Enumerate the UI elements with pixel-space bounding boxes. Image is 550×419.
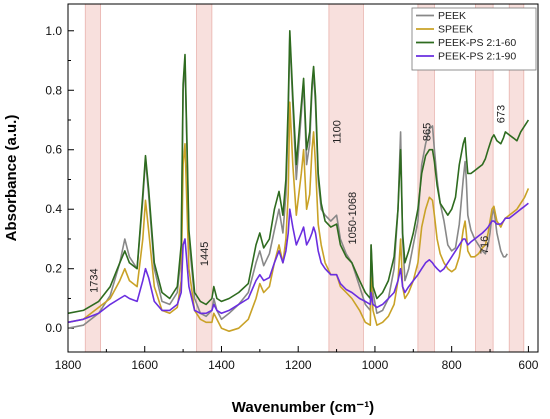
- legend-label: PEEK-PS 2:1-60: [438, 37, 516, 49]
- series-line-peek-ps-2-1-90: [67, 202, 529, 324]
- peak-annotations: 1734 1445 1100 1050-1068 865 716 673: [88, 105, 507, 293]
- y-tick-label: 0.6: [45, 143, 62, 157]
- legend-label: SPEEK: [438, 24, 473, 36]
- y-tick-label: 1.0: [45, 24, 62, 38]
- peak-annotation: 1050-1068: [347, 192, 359, 245]
- legend-label: PEEK: [438, 10, 466, 22]
- y-tick-labels: 0.0 0.2 0.4 0.6 0.8 1.0: [45, 24, 62, 335]
- x-tick-label: 800: [442, 358, 462, 372]
- y-tick-label: 0.2: [45, 262, 62, 276]
- highlight-bands: [84, 3, 525, 353]
- x-tick-label: 1800: [55, 358, 82, 372]
- x-tick-label: 1600: [131, 358, 158, 372]
- peak-annotation: 673: [495, 105, 507, 123]
- series-line-peek-ps-2-1-60: [67, 29, 530, 315]
- plot-frame: [67, 3, 539, 353]
- peak-annotation: 716: [479, 236, 491, 254]
- peak-annotation: 1445: [199, 242, 211, 266]
- x-tick-label: 1000: [362, 358, 389, 372]
- x-tick-label: 1400: [208, 358, 235, 372]
- axis-ticks: [67, 30, 529, 352]
- y-tick-label: 0.0: [45, 321, 62, 335]
- series-lines: [67, 29, 530, 333]
- peak-annotation: 1100: [332, 120, 344, 144]
- series-line-speek: [67, 101, 530, 333]
- peak-annotation: 865: [422, 123, 434, 141]
- x-tick-labels: 1800 1600 1400 1200 1000 800 600: [55, 358, 539, 372]
- y-axis-title: Absorbance (a.u.): [3, 115, 20, 242]
- highlight-band-3: [328, 3, 364, 353]
- x-tick-label: 600: [518, 358, 538, 372]
- legend-label: PEEK-PS 2:1-90: [438, 51, 516, 63]
- highlight-band-1: [84, 3, 102, 353]
- x-tick-label: 1200: [285, 358, 312, 372]
- y-tick-label: 0.8: [45, 83, 62, 97]
- x-axis-title: Wavenumber (cm⁻¹): [232, 399, 374, 416]
- peak-annotation: 1734: [88, 268, 100, 292]
- legend-box: [411, 7, 537, 71]
- y-tick-label: 0.4: [45, 202, 62, 216]
